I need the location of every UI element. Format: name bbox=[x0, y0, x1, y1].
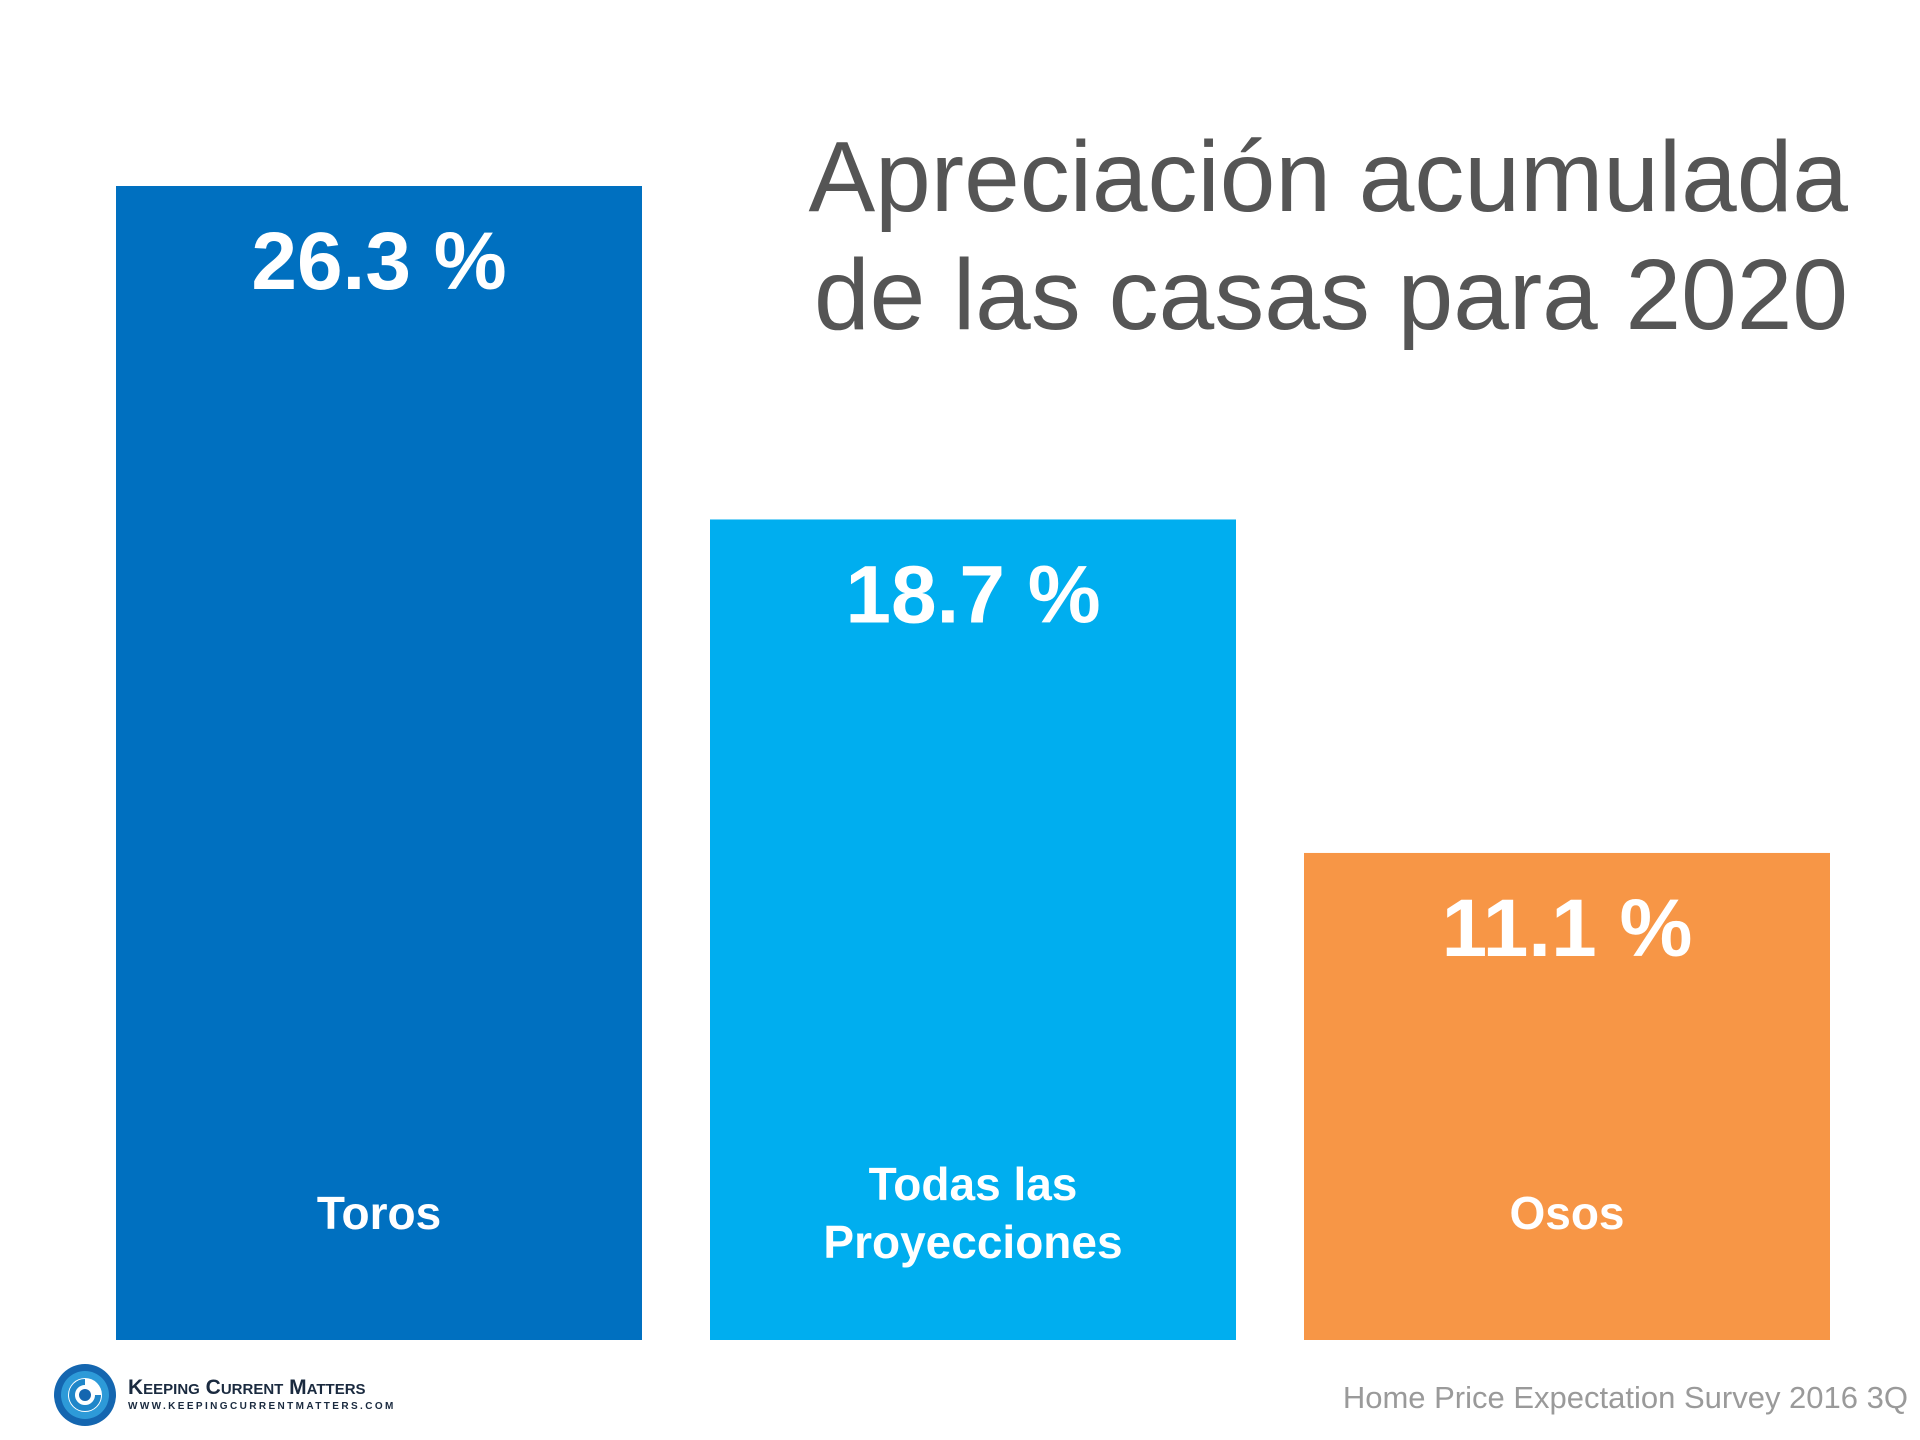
value-label-2: 18.7 % bbox=[845, 549, 1100, 640]
value-label-1: 26.3 % bbox=[251, 216, 506, 307]
category-label-1-line-1: Toros bbox=[317, 1187, 441, 1239]
category-label-2-line-2: Proyecciones bbox=[823, 1216, 1122, 1268]
logo-name: Keeping Current Matters bbox=[128, 1376, 366, 1399]
swirl-logo-icon bbox=[54, 1364, 116, 1426]
bar-3 bbox=[1304, 852, 1830, 1340]
source-note: Home Price Expectation Survey 2016 3Q bbox=[1342, 1380, 1908, 1415]
chart-title: Apreciación acumulada de las casas para … bbox=[748, 118, 1848, 354]
bar-1 bbox=[116, 186, 642, 1340]
bar-2 bbox=[710, 519, 1236, 1340]
chart-title-line-1: Apreciación acumulada bbox=[808, 121, 1848, 233]
category-label-2-line-1: Todas las bbox=[869, 1158, 1078, 1210]
value-label-3: 11.1 % bbox=[1442, 883, 1693, 974]
chart-title-line-2: de las casas para 2020 bbox=[813, 239, 1848, 351]
logo-url: WWW.KEEPINGCURRENTMATTERS.COM bbox=[128, 1401, 396, 1412]
category-label-3-line-1: Osos bbox=[1509, 1187, 1624, 1239]
kcm-logo: Keeping Current Matters WWW.KEEPINGCURRE… bbox=[52, 1362, 396, 1428]
